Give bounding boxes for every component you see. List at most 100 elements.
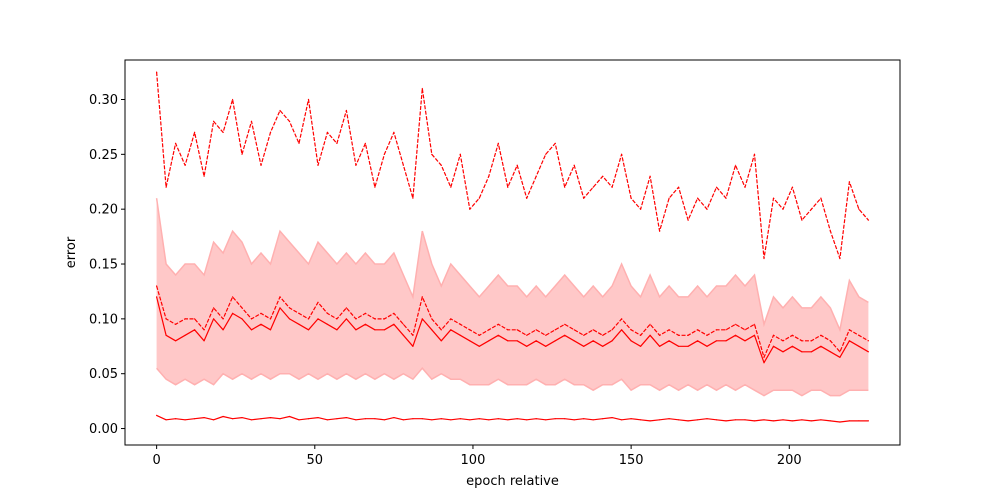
series-4-point (659, 419, 661, 421)
series-1-point (592, 186, 594, 188)
series-4-point (516, 418, 518, 420)
series-2-point (364, 312, 366, 314)
series-1-point (260, 164, 262, 166)
series-3-point (858, 345, 860, 347)
plot-area (155, 71, 870, 423)
y-tick-label: 0.25 (89, 148, 118, 163)
series-2-point (355, 318, 357, 320)
series-4-point (345, 417, 347, 419)
series-4-point (175, 418, 177, 420)
series-4-point (744, 419, 746, 421)
series-3-point (564, 334, 566, 336)
series-1-point (184, 164, 186, 166)
series-2-point (611, 329, 613, 331)
series-2-point (839, 351, 841, 353)
series-3-point (706, 345, 708, 347)
series-2-point (307, 318, 310, 320)
series-4-point (715, 419, 718, 421)
series-4-point (469, 419, 471, 421)
series-4-point (725, 420, 727, 422)
x-axis: 0 50 100 150 200 (152, 445, 802, 468)
series-2-point (298, 312, 300, 314)
y-tick-label: 0.15 (89, 258, 118, 273)
series-3-point (298, 323, 300, 325)
series-2-point (678, 334, 680, 336)
series-1-point (516, 164, 518, 166)
series-1-point (630, 197, 632, 199)
series-1-point (345, 109, 347, 112)
series-1-point (298, 142, 300, 144)
series-1-point (697, 197, 699, 199)
series-2-point (753, 323, 756, 325)
series-1-point (488, 175, 490, 177)
series-2-point (545, 334, 547, 336)
series-4-point (298, 419, 300, 421)
series-2-point (241, 307, 243, 309)
series-3-point (288, 318, 291, 320)
y-tick-label: 0.00 (89, 422, 118, 437)
series-2-point (782, 340, 784, 342)
series-1-point (421, 87, 423, 90)
series-4-point (621, 419, 623, 421)
series-2-point (801, 340, 803, 342)
series-2-point (269, 318, 272, 320)
series-3-point (326, 323, 328, 325)
series-4-point (488, 419, 490, 421)
series-4-point (497, 418, 499, 420)
series-3-point (678, 345, 680, 347)
series-3-point (763, 362, 765, 364)
series-2-point (431, 318, 433, 320)
series-3-point (364, 323, 366, 325)
x-tick-label: 50 (307, 453, 324, 468)
series-1-point (478, 197, 480, 199)
series-1-point (772, 197, 775, 199)
series-4-point (839, 421, 841, 423)
series-3-point (697, 340, 699, 342)
series-2-point (791, 334, 794, 336)
series-1-point (507, 186, 509, 188)
series-3-point (801, 351, 803, 353)
series-4-point (156, 414, 158, 416)
x-axis-title: epoch relative (466, 474, 559, 489)
series-3-point (279, 307, 281, 309)
series-4-point (858, 420, 860, 422)
series-3-point (611, 340, 613, 342)
series-3-point (687, 345, 689, 347)
y-axis: 0.00 0.05 0.10 0.15 0.20 0.25 0.30 (89, 93, 125, 437)
series-3-point (507, 340, 509, 342)
series-1-point (459, 153, 461, 155)
series-3-point (592, 340, 594, 342)
series-3-point (753, 334, 756, 336)
series-2-point (573, 329, 575, 331)
series-1-point (469, 208, 471, 210)
series-3-point (839, 356, 841, 358)
x-tick-label: 0 (152, 453, 160, 468)
series-2-point (156, 285, 158, 287)
band-upper-edge (155, 198, 869, 333)
series-3-point (184, 334, 186, 336)
series-4-point (184, 419, 186, 421)
series-2-point (554, 329, 556, 331)
series-4-point (355, 419, 357, 421)
series-2-point (383, 318, 385, 320)
series-4-point (706, 418, 708, 420)
series-2-point (697, 329, 699, 331)
series-1-point (801, 219, 803, 221)
series-2-point (734, 323, 737, 325)
series-1-point (374, 186, 376, 188)
series-2-point (250, 318, 253, 320)
series-2-point (640, 334, 642, 336)
series-2-point (583, 334, 585, 336)
series-4-point (592, 419, 594, 421)
series-4-point (697, 419, 699, 421)
series-4-point (602, 418, 604, 420)
y-tick-label: 0.30 (89, 93, 118, 108)
series-4-point (402, 419, 404, 421)
series-3-point (469, 340, 471, 342)
series-3-point (621, 329, 623, 331)
series-2-point (668, 329, 670, 331)
series-2-point (232, 296, 234, 298)
series-3-point (450, 329, 452, 331)
series-3-point (848, 340, 851, 342)
